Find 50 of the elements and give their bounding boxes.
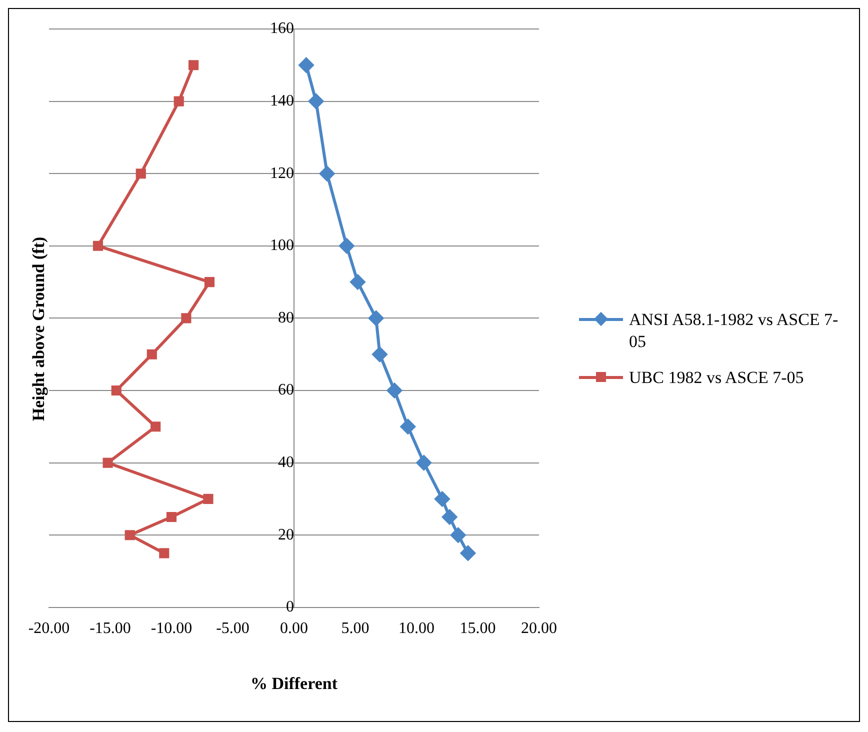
- point: [400, 419, 416, 434]
- point: [111, 385, 122, 396]
- point: [146, 349, 157, 360]
- legend-label: ANSI A58.1-1982 vs ASCE 7-05: [629, 309, 840, 353]
- x-tick-label: 0.00: [280, 620, 308, 638]
- point: [124, 530, 135, 540]
- y-tick-label: 40: [278, 454, 294, 472]
- y-tick-label: 0: [286, 598, 294, 616]
- point: [386, 383, 402, 398]
- y-tick-label: 20: [278, 526, 294, 544]
- point: [298, 58, 314, 73]
- point: [102, 458, 113, 468]
- x-tick-label: -10.00: [150, 620, 192, 638]
- x-tick-label: -20.00: [28, 620, 70, 638]
- y-tick-label: 140: [270, 92, 294, 110]
- point: [92, 240, 104, 251]
- point: [320, 166, 335, 182]
- point: [416, 455, 432, 470]
- y-tick-label: 120: [270, 164, 294, 182]
- x-tick-label: 15.00: [460, 620, 496, 638]
- point: [442, 510, 458, 525]
- point: [368, 310, 384, 326]
- point: [204, 277, 215, 288]
- point: [166, 512, 177, 522]
- y-tick-label: 100: [270, 237, 294, 254]
- point: [188, 60, 199, 70]
- point: [372, 346, 388, 362]
- y-tick-label: 80: [278, 309, 294, 326]
- x-axis-title: % Different: [250, 674, 338, 694]
- legend-label: UBC 1982 vs ASCE 7-05: [629, 367, 804, 389]
- point: [308, 94, 324, 109]
- y-tick-label: 60: [278, 382, 294, 399]
- point: [434, 491, 450, 506]
- point: [450, 528, 466, 543]
- point: [203, 494, 214, 504]
- point: [136, 168, 146, 179]
- x-tick-label: 5.00: [341, 620, 370, 638]
- x-tick-label: -15.00: [90, 620, 131, 638]
- point: [460, 546, 476, 561]
- x-tick-label: -5.00: [216, 620, 250, 638]
- point: [339, 238, 354, 254]
- x-tick-label: 10.00: [398, 620, 434, 638]
- point: [181, 313, 192, 324]
- point: [350, 274, 366, 290]
- y-axis-title: Height above Ground (ft): [29, 236, 49, 422]
- y-tick-label: 160: [270, 20, 294, 38]
- point: [159, 548, 170, 558]
- point: [150, 422, 161, 432]
- point: [174, 96, 184, 106]
- x-tick-label: 20.00: [521, 620, 557, 638]
